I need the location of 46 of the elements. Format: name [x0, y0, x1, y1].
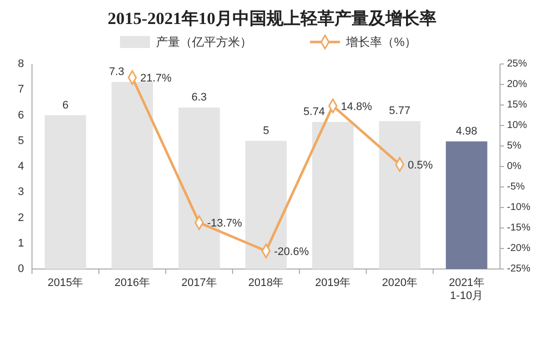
data-label: 4.98 — [456, 125, 478, 138]
y2-tick-label: 5% — [507, 140, 522, 152]
x-tick-label: 2016年 — [114, 277, 150, 289]
data-label: 0.5% — [408, 159, 434, 172]
data-label: 7.3 — [108, 66, 124, 78]
y2-tick-label: 20% — [507, 79, 528, 90]
y2-tick-label: -20% — [507, 243, 530, 254]
y-tick-label: 0 — [18, 263, 24, 275]
data-label: 6 — [62, 99, 68, 112]
data-label: 5 — [262, 124, 270, 137]
x-tick-label: 2019年 — [315, 277, 351, 289]
y-tick-label: 4 — [18, 160, 24, 172]
x-tick-label: 2021年 1-10月 — [448, 277, 484, 302]
y2-tick-label: -25% — [507, 264, 530, 274]
y-tick-label: 5 — [18, 134, 24, 147]
y2-tick-label: 10% — [507, 120, 528, 131]
y-tick-label: 1 — [18, 237, 24, 250]
y-tick-label: 6 — [18, 109, 24, 122]
y2-tick-label: -10% — [507, 202, 530, 213]
y2-tick-label: 25% — [507, 58, 528, 70]
bar — [312, 122, 354, 269]
data-label: -13.7% — [207, 218, 242, 230]
chart-title: 2015-2021年10月中国规上轻革产量及增长率 — [108, 9, 436, 28]
data-label: 5.77 — [389, 105, 410, 118]
bar — [112, 82, 154, 269]
y-tick-label: 7 — [18, 84, 24, 96]
data-label: 21.7% — [140, 72, 172, 85]
bar — [446, 141, 488, 269]
legend-label: 增长率（%） — [345, 35, 417, 49]
y2-tick-label: 15% — [507, 100, 528, 110]
bar — [44, 115, 86, 269]
data-label: 14.8% — [340, 100, 372, 113]
y-tick-label: 3 — [18, 186, 24, 198]
legend-label: 产量（亿平方米） — [156, 35, 252, 49]
x-tick-label: 2018年 — [248, 277, 284, 289]
data-label: 6.3 — [191, 92, 207, 104]
data-label: 5.74 — [303, 106, 325, 118]
x-tick-label: 2017年 — [181, 277, 217, 289]
data-label: -20.6% — [274, 246, 310, 258]
y2-tick-label: -15% — [507, 222, 530, 234]
y2-tick-label: 0% — [507, 161, 522, 172]
y-tick-label: 2 — [18, 212, 24, 224]
y2-tick-label: -5% — [507, 182, 525, 192]
x-tick-label: 2015年 — [48, 277, 84, 289]
y-tick-label: 8 — [18, 58, 24, 70]
x-tick-label: 2020年 — [382, 277, 418, 289]
